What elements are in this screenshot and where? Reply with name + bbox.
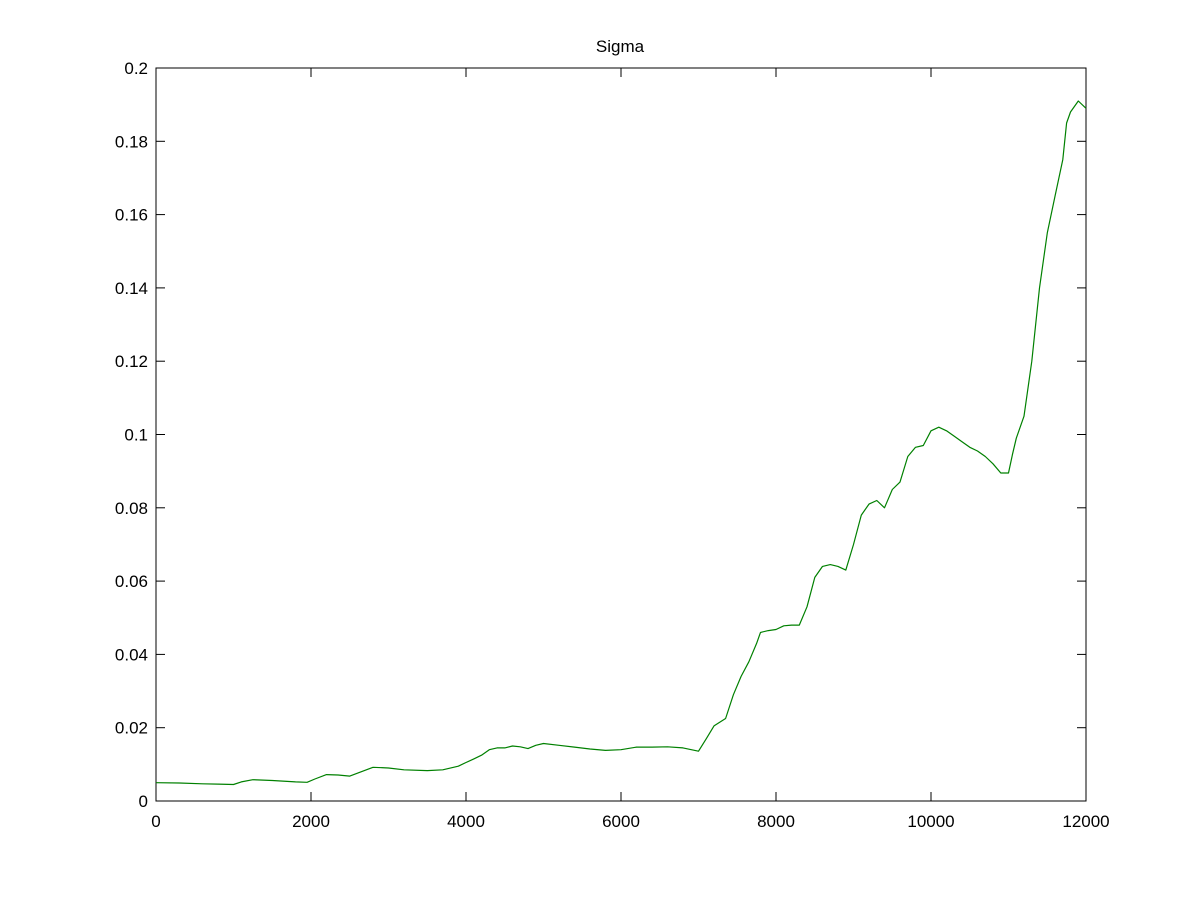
y-tick-label: 0.16 <box>115 206 148 225</box>
y-tick-label: 0.18 <box>115 132 148 151</box>
y-tick-label: 0.06 <box>115 572 148 591</box>
x-tick-label: 10000 <box>907 812 954 831</box>
y-tick-label: 0.12 <box>115 352 148 371</box>
x-tick-label: 6000 <box>602 812 640 831</box>
y-tick-label: 0.08 <box>115 499 148 518</box>
y-tick-label: 0 <box>139 792 148 811</box>
y-tick-label: 0.14 <box>115 279 148 298</box>
x-tick-label: 12000 <box>1062 812 1109 831</box>
chart-title: Sigma <box>596 37 645 56</box>
x-tick-label: 8000 <box>757 812 795 831</box>
x-tick-label: 2000 <box>292 812 330 831</box>
sigma-series-line <box>155 100 1087 786</box>
y-tick-label: 0.2 <box>124 59 148 78</box>
plot-area: 0 2000 4000 6000 8000 10000 12000 0 0.02 0.04 0.06… <box>115 59 1110 831</box>
y-tick-label: 0.04 <box>115 645 148 664</box>
y-tick-label: 0.1 <box>124 426 148 445</box>
x-tick-label: 4000 <box>447 812 485 831</box>
y-tick-label: 0.02 <box>115 719 148 738</box>
x-tick-label: 0 <box>151 812 160 831</box>
